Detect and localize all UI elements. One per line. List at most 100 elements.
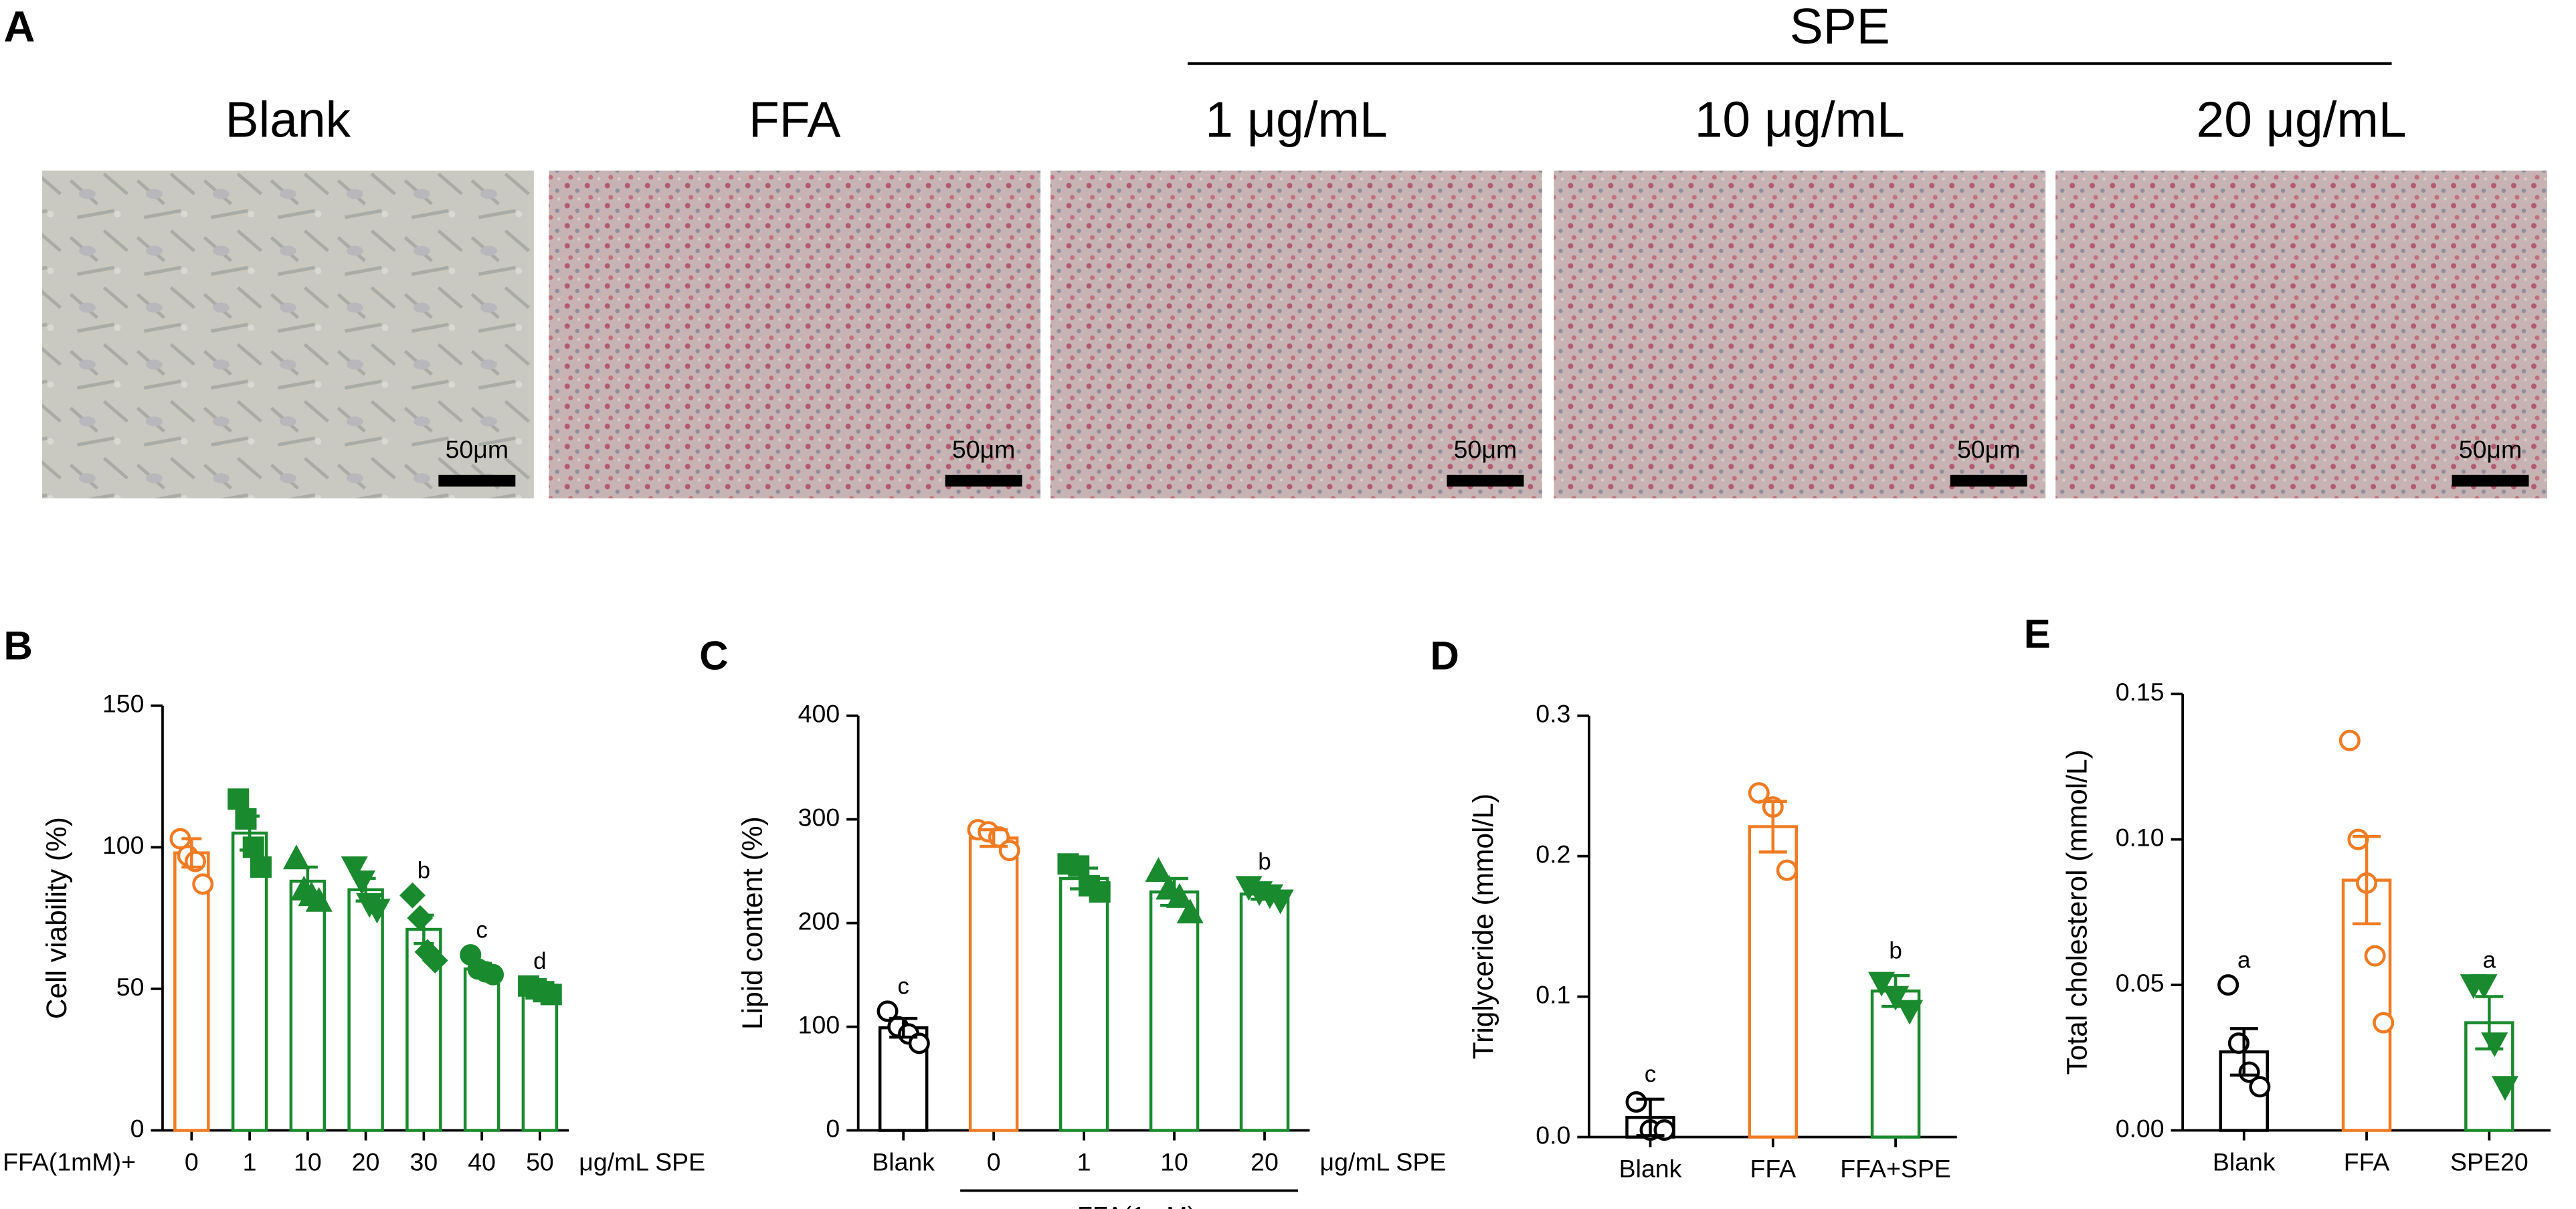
group-label: +FFA(1mM): [1063, 1201, 1196, 1209]
bar: [968, 836, 1019, 1132]
data-point: [2249, 1076, 2271, 1098]
significance-label: a: [2483, 947, 2496, 973]
y-axis-label: Total cholesterol (mmol/L): [2061, 749, 2093, 1075]
column-label: Blank: [225, 92, 351, 148]
panel-letter: B: [4, 624, 33, 668]
x-prefix-label: FFA(1mM)+: [3, 1147, 136, 1176]
y-tick-label: 50: [116, 973, 145, 1001]
data-point: [1625, 1091, 1647, 1113]
scale-bar-label: 50μm: [1957, 436, 2020, 464]
column-label: 20 μg/mL: [2197, 92, 2407, 148]
bar: [347, 888, 384, 1132]
y-tick-label: 150: [102, 690, 145, 718]
panel-a: A SPE: [4, 0, 2392, 65]
x-tick-label: 10: [1160, 1147, 1188, 1176]
x-tick-label: 1: [243, 1147, 257, 1176]
micrograph: [1050, 170, 1542, 498]
x-tick-label: FFA: [2344, 1147, 2390, 1176]
x-tick-label: 0: [987, 1147, 1001, 1176]
significance-label: c: [897, 973, 909, 1000]
bar: [463, 967, 500, 1132]
data-point: [1748, 782, 1770, 804]
data-point: [2347, 828, 2369, 850]
significance-label: d: [533, 948, 546, 974]
significance-label: c: [1645, 1061, 1657, 1087]
scale-bar-label: 50μm: [952, 436, 1015, 464]
panel-letter: A: [4, 2, 35, 51]
data-point: [1868, 971, 1896, 997]
scale-bar: [1447, 474, 1524, 487]
y-tick-label: 0.3: [1536, 700, 1570, 728]
x-tick-label: 20: [1251, 1147, 1279, 1176]
data-point: [998, 840, 1020, 862]
x-unit-label: μg/mL SPE: [1319, 1147, 1446, 1176]
x-tick-label: Blank: [1619, 1154, 1682, 1182]
scale-bar: [438, 474, 516, 487]
data-point: [242, 836, 264, 858]
y-tick-label: 0.15: [2116, 678, 2165, 706]
y-axis-label: Cell viability (%): [41, 817, 73, 1019]
y-tick-label: 0.05: [2116, 969, 2165, 997]
panel-letter: D: [1430, 634, 1459, 678]
panel-letter: C: [699, 634, 728, 678]
data-point: [235, 808, 257, 830]
y-tick-label: 0.0: [1536, 1121, 1570, 1149]
data-point: [407, 905, 434, 931]
data-point: [2217, 974, 2239, 996]
x-tick-label: 0: [185, 1147, 199, 1176]
micrograph: [549, 170, 1041, 498]
scale-bar-label: 50μm: [446, 436, 509, 464]
column-label: 10 μg/mL: [1695, 92, 1905, 148]
data-point: [250, 856, 272, 878]
data-point: [1089, 881, 1111, 903]
scale-bar: [1950, 474, 2027, 487]
significance-label: a: [2237, 947, 2251, 973]
y-tick-label: 0.10: [2116, 824, 2165, 852]
y-tick-label: 300: [798, 804, 840, 832]
bar: [1059, 876, 1109, 1132]
y-tick-label: 400: [798, 700, 840, 728]
scale-bar: [2452, 474, 2529, 487]
data-point: [2364, 945, 2386, 967]
data-point: [192, 873, 214, 895]
y-tick-label: 200: [798, 907, 840, 935]
x-tick-label: SPE20: [2450, 1147, 2528, 1176]
significance-label: b: [1258, 849, 1271, 875]
micrograph: [42, 170, 534, 498]
data-point: [282, 844, 310, 870]
data-point: [305, 887, 333, 912]
data-point: [908, 1032, 930, 1054]
group-label: SPE: [1790, 0, 1890, 54]
significance-label: b: [1889, 937, 1902, 963]
data-point: [363, 899, 391, 924]
x-tick-label: 20: [352, 1147, 380, 1176]
bar: [521, 990, 559, 1132]
data-point: [2491, 1076, 2518, 1101]
column-label: 1 μg/mL: [1205, 92, 1387, 148]
y-tick-label: 0.2: [1536, 840, 1570, 868]
y-tick-label: 100: [102, 831, 145, 859]
data-point: [1145, 857, 1172, 882]
data-point: [2470, 974, 2498, 1000]
x-tick-label: Blank: [872, 1147, 935, 1176]
data-point: [422, 947, 448, 974]
x-tick-label: 1: [1077, 1147, 1091, 1176]
x-tick-label: FFA: [1750, 1154, 1796, 1182]
x-tick-label: 30: [410, 1147, 438, 1176]
x-tick-label: 50: [526, 1147, 554, 1176]
scale-bar-label: 50μm: [2459, 436, 2522, 464]
bar: [1239, 892, 1290, 1132]
data-point: [399, 882, 426, 909]
x-tick-label: Blank: [2213, 1147, 2276, 1176]
data-point: [341, 856, 368, 881]
bar: [173, 851, 210, 1132]
y-tick-label: 0.1: [1536, 980, 1570, 1008]
y-tick-label: 0: [826, 1114, 840, 1142]
scale-bar-label: 50μm: [1454, 436, 1517, 464]
column-label: FFA: [749, 92, 840, 148]
x-tick-label: 10: [294, 1147, 322, 1176]
bar: [1149, 890, 1200, 1132]
panel-letter: E: [2024, 612, 2051, 656]
scale-bar: [945, 474, 1022, 487]
